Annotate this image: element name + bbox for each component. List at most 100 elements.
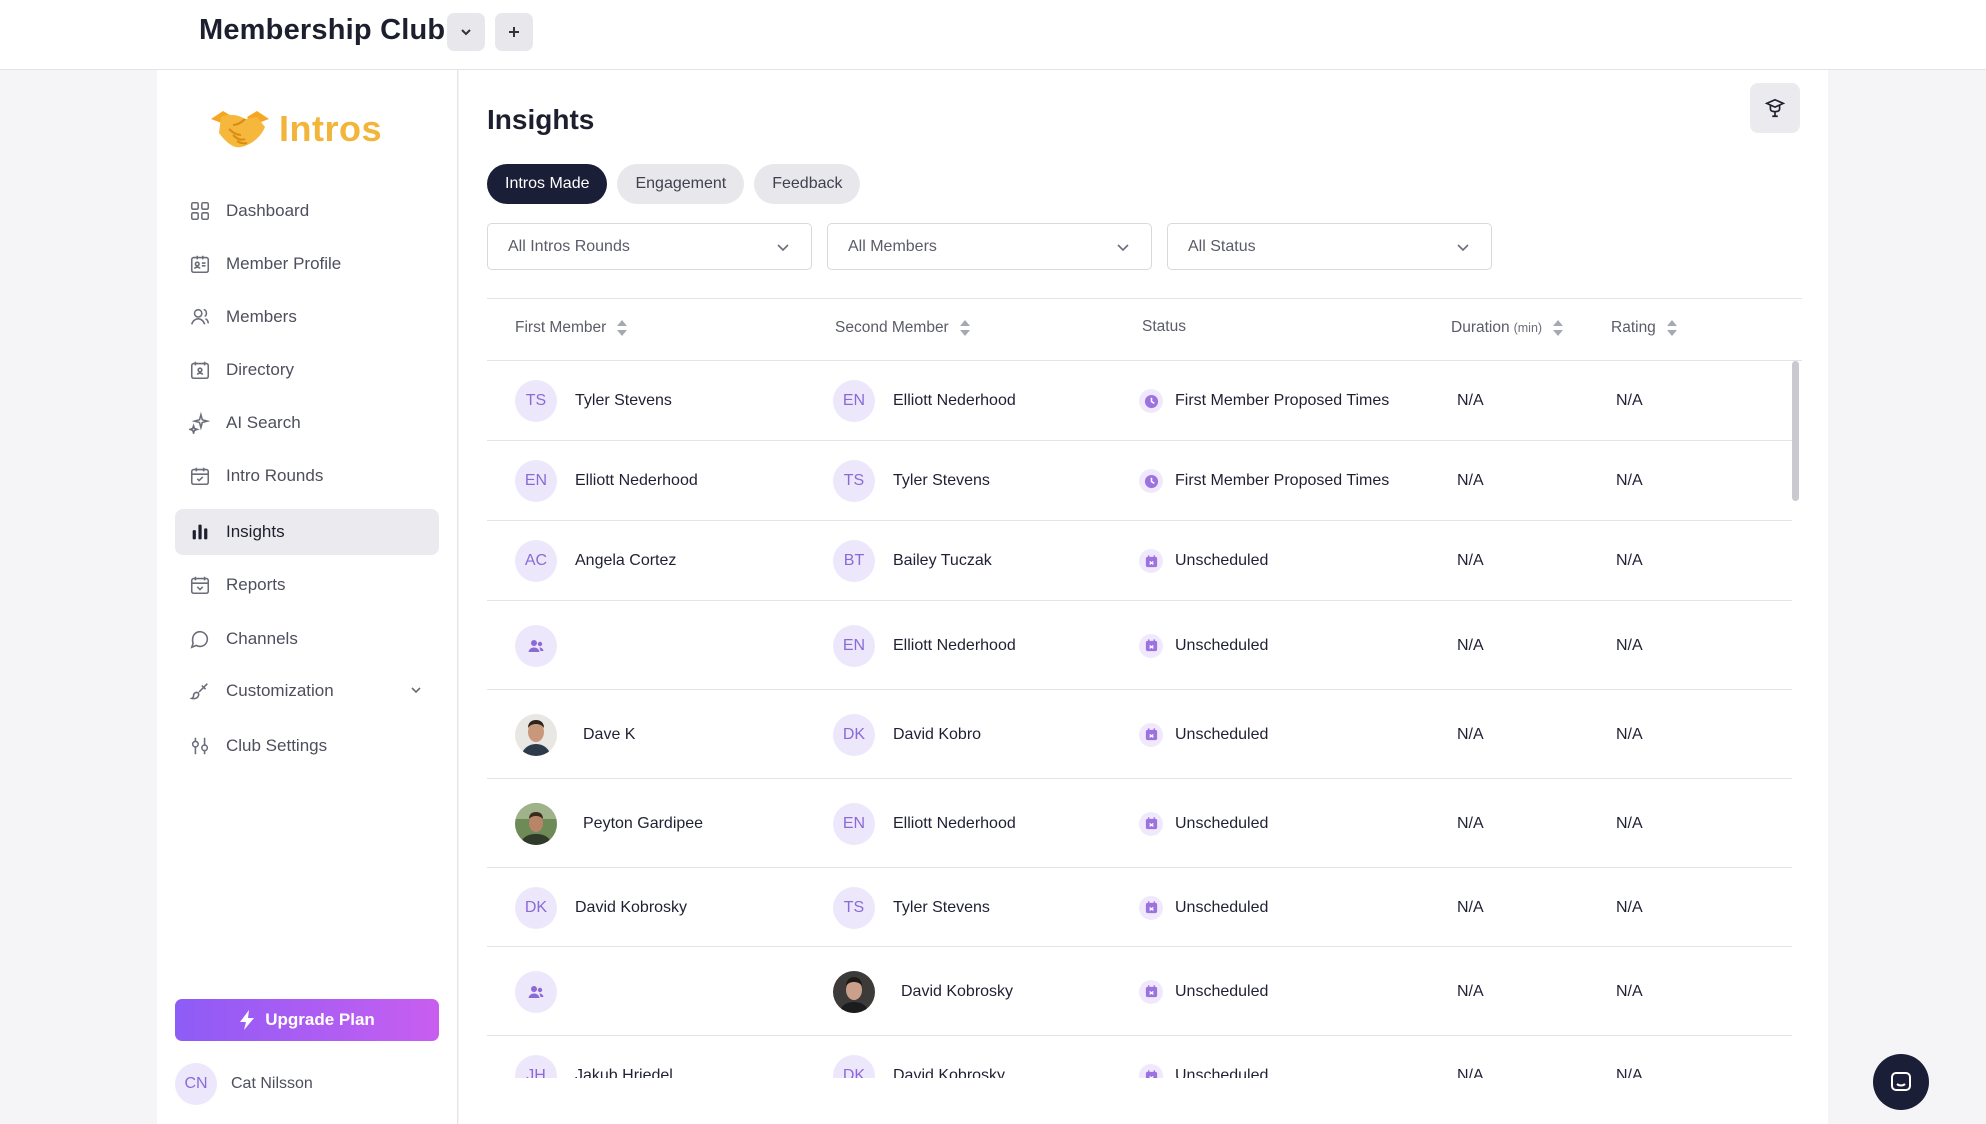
- table-header: First Member Second Member Status Durati…: [487, 299, 1802, 361]
- status-text: Unscheduled: [1175, 898, 1269, 916]
- second-member-cell[interactable]: EN Elliott Nederhood: [833, 361, 1016, 441]
- table-row[interactable]: JH Jakub Hriedel DK David Kobrosky Unschedul…: [487, 1036, 1792, 1078]
- help-guide-button[interactable]: [1750, 83, 1800, 133]
- main-content: Insights Intros Made Engagement Feedback…: [459, 70, 1828, 1124]
- tab-intros-made[interactable]: Intros Made: [487, 164, 608, 204]
- avatar: TS: [833, 460, 875, 502]
- status-text: First Member Proposed Times: [1175, 472, 1390, 489]
- upgrade-plan-button[interactable]: Upgrade Plan: [175, 999, 439, 1041]
- sidebar-item-label: Insights: [226, 522, 285, 541]
- rating-cell: N/A: [1616, 898, 1643, 916]
- first-member-cell[interactable]: JH Jakub Hriedel: [515, 1036, 673, 1078]
- table-row[interactable]: Peyton Gardipee EN Elliott Nederhood Unsche…: [487, 779, 1792, 868]
- status-text: Unscheduled: [1175, 814, 1269, 832]
- table-row[interactable]: DK David Kobrosky TS Tyler Stevens Unschedul…: [487, 868, 1792, 947]
- rating-cell: N/A: [1616, 472, 1643, 489]
- first-member-cell[interactable]: Peyton Gardipee: [515, 779, 703, 868]
- first-member-name: Elliott Nederhood: [575, 472, 698, 489]
- sidebar-item-label: Members: [226, 307, 297, 326]
- table-row[interactable]: Dave K DK David Kobro Unscheduled N/A N/A: [487, 690, 1792, 779]
- sidebar-item-reports[interactable]: Reports: [175, 562, 439, 608]
- status-select[interactable]: All Status: [1167, 223, 1492, 270]
- first-member-cell[interactable]: TS Tyler Stevens: [515, 361, 672, 441]
- chevron-down-icon[interactable]: [409, 683, 423, 697]
- first-member-cell[interactable]: [515, 601, 575, 690]
- sidebar-item-members[interactable]: Members: [175, 294, 439, 340]
- first-member-cell[interactable]: [515, 947, 575, 1036]
- avatar: BT: [833, 540, 875, 582]
- second-member-cell[interactable]: David Kobrosky: [833, 947, 1013, 1036]
- table-row[interactable]: TS Tyler Stevens EN Elliott Nederhood First …: [487, 361, 1792, 441]
- avatar: EN: [833, 380, 875, 422]
- graduation-cap-icon: [1764, 98, 1786, 118]
- rating-cell: N/A: [1616, 725, 1643, 743]
- sidebar-item-club-settings[interactable]: Club Settings: [175, 723, 439, 769]
- second-member-cell[interactable]: EN Elliott Nederhood: [833, 601, 1016, 690]
- table-row[interactable]: David Kobrosky Unscheduled N/A N/A: [487, 947, 1792, 1036]
- column-header-second-member[interactable]: Second Member: [835, 319, 971, 337]
- second-member-cell[interactable]: EN Elliott Nederhood: [833, 779, 1016, 868]
- second-member-cell[interactable]: DK David Kobrosky: [833, 1036, 1005, 1078]
- first-member-cell[interactable]: DK David Kobrosky: [515, 868, 687, 947]
- intros-rounds-select[interactable]: All Intros Rounds: [487, 223, 812, 270]
- brand-logo[interactable]: Intros: [209, 105, 382, 153]
- rating-cell: N/A: [1616, 1067, 1643, 1078]
- tab-engagement[interactable]: Engagement: [617, 164, 745, 204]
- first-member-name: David Kobrosky: [575, 898, 688, 916]
- second-member-cell[interactable]: DK David Kobro: [833, 690, 981, 779]
- members-select[interactable]: All Members: [827, 223, 1152, 270]
- bar-chart-icon: [188, 520, 212, 544]
- tab-feedback[interactable]: Feedback: [754, 164, 861, 204]
- sidebar-item-label: Channels: [226, 629, 298, 648]
- column-header-duration[interactable]: Duration (min): [1451, 319, 1564, 337]
- club-switcher-button[interactable]: [447, 13, 485, 51]
- status-text: Unscheduled: [1175, 982, 1269, 1000]
- avatar: JH: [515, 1055, 557, 1078]
- first-member-cell[interactable]: EN Elliott Nederhood: [515, 441, 698, 521]
- second-member-name: David Kobro: [893, 725, 982, 743]
- status-cell: Unscheduled: [1139, 601, 1268, 690]
- table-row[interactable]: AC Angela Cortez BT Bailey Tuczak Unschedule…: [487, 521, 1792, 601]
- sidebar-item-ai-search[interactable]: AI Search: [175, 400, 439, 446]
- sidebar-item-customization[interactable]: Customization: [175, 668, 439, 714]
- user-name: Cat Nilsson: [231, 1075, 313, 1092]
- sidebar-item-member-profile[interactable]: Member Profile: [175, 241, 439, 287]
- rating-cell: N/A: [1616, 392, 1643, 409]
- status-text: First Member Proposed Times: [1175, 392, 1390, 409]
- first-member-cell[interactable]: AC Angela Cortez: [515, 521, 676, 601]
- clock-icon: [1139, 469, 1163, 493]
- sidebar-item-intro-rounds[interactable]: Intro Rounds: [175, 453, 439, 499]
- status-cell: Unscheduled: [1139, 521, 1268, 601]
- table-row[interactable]: EN Elliott Nederhood TS Tyler Stevens First …: [487, 441, 1792, 521]
- user-profile[interactable]: CN Cat Nilsson: [175, 1063, 313, 1105]
- users-icon: [188, 305, 212, 329]
- sparkle-icon: [188, 411, 212, 435]
- table-row[interactable]: EN Elliott Nederhood Unscheduled N/A N/A: [487, 601, 1792, 690]
- add-club-button[interactable]: [495, 13, 533, 51]
- table-scrollbar[interactable]: [1792, 361, 1799, 501]
- status-text: Unscheduled: [1175, 725, 1269, 743]
- status-cell: Unscheduled: [1139, 1036, 1268, 1078]
- second-member-name: Bailey Tuczak: [893, 552, 992, 569]
- status-text: Unscheduled: [1175, 636, 1269, 654]
- second-member-cell[interactable]: BT Bailey Tuczak: [833, 521, 992, 601]
- intros-table: First Member Second Member Status Durati…: [487, 298, 1802, 1078]
- sidebar-item-dashboard[interactable]: Dashboard: [175, 188, 439, 234]
- sidebar-item-channels[interactable]: Channels: [175, 616, 439, 662]
- second-member-name: Elliott Nederhood: [893, 636, 1016, 654]
- chevron-down-icon: [1457, 243, 1469, 251]
- avatar: [515, 802, 557, 845]
- sort-icon: [959, 320, 970, 336]
- second-member-cell[interactable]: TS Tyler Stevens: [833, 868, 990, 947]
- second-member-cell[interactable]: TS Tyler Stevens: [833, 441, 990, 521]
- column-header-first-member[interactable]: First Member: [515, 319, 628, 337]
- first-member-cell[interactable]: Dave K: [515, 690, 635, 779]
- support-chat-button[interactable]: [1873, 1054, 1929, 1110]
- avatar: DK: [833, 1055, 875, 1078]
- club-title[interactable]: Membership Club: [199, 14, 446, 46]
- sidebar-item-directory[interactable]: Directory: [175, 347, 439, 393]
- avatar: AC: [515, 540, 557, 582]
- chevron-down-icon: [461, 29, 471, 36]
- column-header-rating[interactable]: Rating: [1611, 319, 1678, 337]
- sidebar-item-insights[interactable]: Insights: [175, 509, 439, 555]
